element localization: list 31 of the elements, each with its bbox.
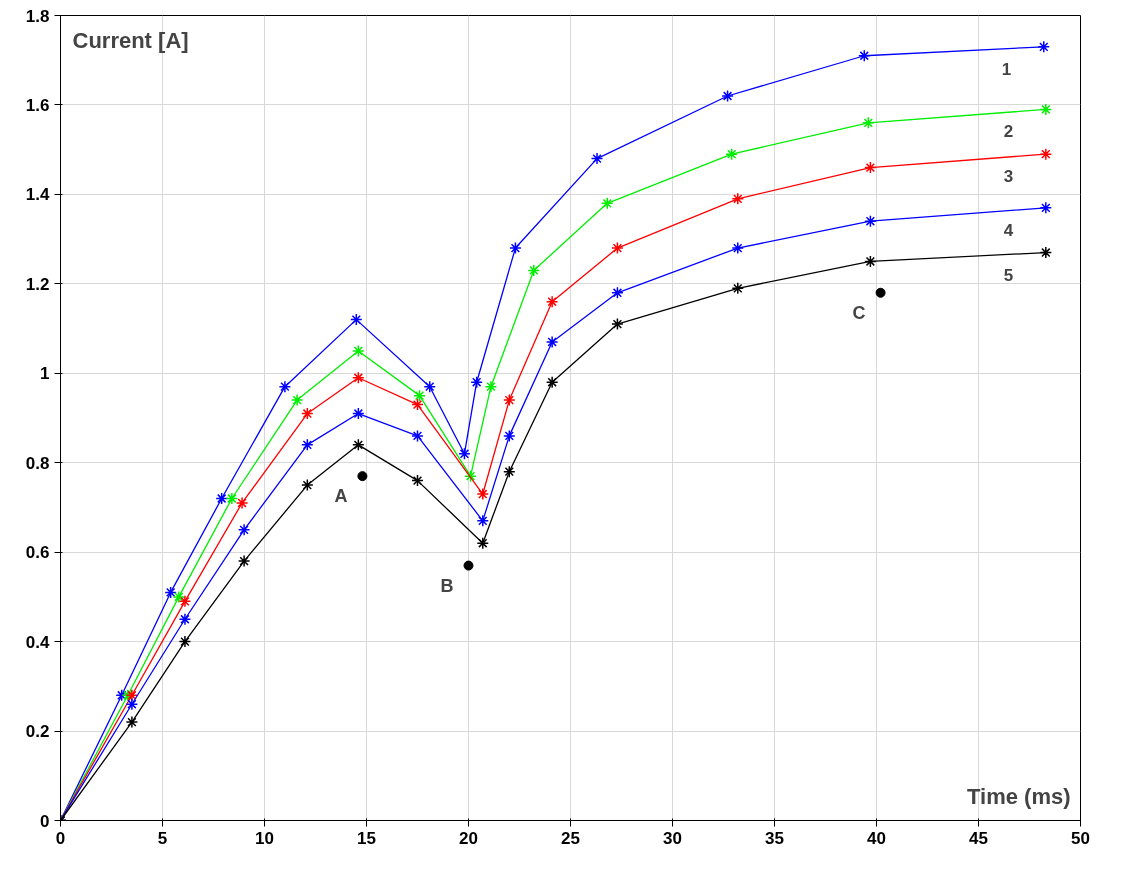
y-tick-label: 0.8 <box>25 453 50 473</box>
y-tick-label: 1.8 <box>25 6 50 26</box>
y-tick-label: 1.2 <box>25 274 50 294</box>
x-tick-label: 50 <box>1071 828 1090 848</box>
annotation: B <box>440 575 454 596</box>
y-tick-label: 0.2 <box>25 722 50 742</box>
y-tick-label: 0.6 <box>25 543 50 563</box>
x-tick-label: 35 <box>765 828 784 848</box>
x-axis-title: Time (ms) <box>966 783 1071 809</box>
x-tick-label: 0 <box>55 828 66 848</box>
x-tick-label: 25 <box>561 828 580 848</box>
y-tick-label: 1 <box>40 364 50 384</box>
x-tick-label: 45 <box>969 828 988 848</box>
x-tick-label: 30 <box>663 828 682 848</box>
y-tick-label: 1.4 <box>25 185 51 205</box>
x-tick-label: 10 <box>255 828 274 848</box>
y-tick-label: 0 <box>40 811 50 831</box>
x-tick-label: 15 <box>357 828 376 848</box>
x-tick-label: 20 <box>459 828 478 848</box>
annotation: C <box>852 302 866 323</box>
x-tick-label: 5 <box>157 828 168 848</box>
series-label: 3 <box>1003 167 1014 187</box>
y-tick-label: 1.6 <box>25 95 50 115</box>
annotation: A <box>334 486 348 507</box>
series-label: 2 <box>1003 122 1014 142</box>
series-label: 4 <box>1003 220 1014 240</box>
x-tick-label: 40 <box>867 828 886 848</box>
y-tick-label: 0.4 <box>25 632 51 652</box>
series-label: 5 <box>1003 265 1014 285</box>
series-label: 1 <box>1001 59 1012 79</box>
y-axis-title: Current [A] <box>72 27 189 53</box>
